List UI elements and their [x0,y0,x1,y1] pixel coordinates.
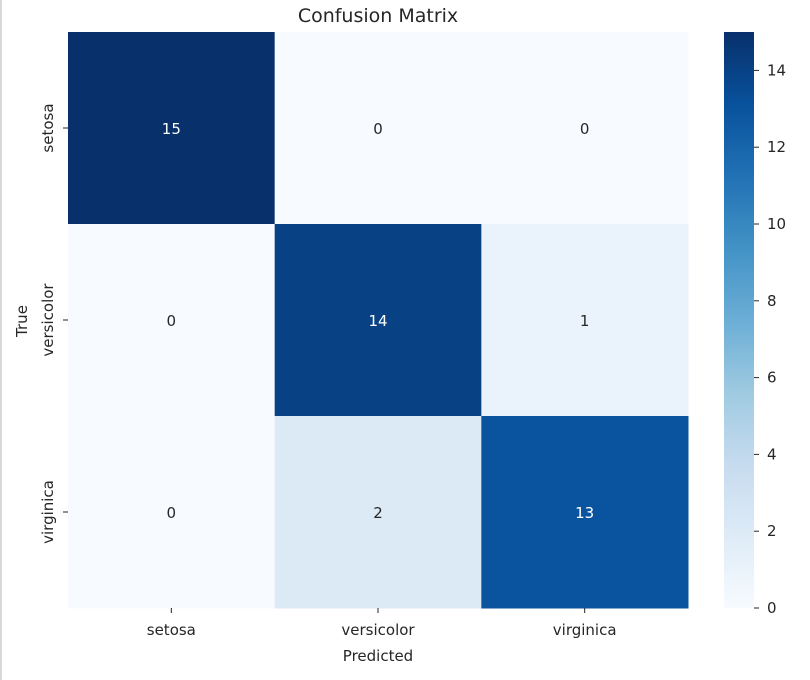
heatmap-cell [274,32,482,225]
heatmap-cell [481,416,689,609]
colorbar-tick-label: 0 [767,599,777,617]
colorbar-tick-label: 2 [767,522,777,540]
y-tick-label: virginica [39,480,57,544]
heatmap-cell [274,416,482,609]
colorbar-tick-label: 12 [767,138,786,156]
heatmap-cell [68,416,276,609]
colorbar [724,32,754,608]
y-axis-label: True [13,305,31,338]
x-tick-label: versicolor [341,621,415,639]
y-tick-label: versicolor [39,283,57,357]
heatmap-cell-labels: 15 0 0 0 14 1 0 2 13 [162,120,594,522]
chart-title: Confusion Matrix [298,5,458,27]
colorbar-tick-label: 8 [767,292,777,310]
colorbar-ticks: 0 2 4 6 8 10 12 14 [754,61,786,617]
heatmap-cells [68,32,689,609]
colorbar-tick-label: 4 [767,445,777,463]
frame-edge [0,0,2,680]
cell-value-label: 0 [373,120,383,138]
cell-value-label: 13 [575,504,594,522]
y-axis-ticks: setosa versicolor virginica [39,103,68,544]
x-axis-label: Predicted [343,647,413,665]
colorbar-tick-label: 10 [767,215,786,233]
heatmap-cell [481,224,689,417]
y-tick-label: setosa [39,103,57,152]
x-axis-ticks: setosa versicolor virginica [147,608,617,639]
heatmap-cell [481,32,689,225]
colorbar-tick-label: 14 [767,61,786,79]
heatmap-cell [274,224,482,417]
cell-value-label: 2 [373,504,383,522]
cell-value-label: 14 [368,312,387,330]
heatmap-cell [68,32,276,225]
cell-value-label: 0 [167,312,177,330]
x-tick-label: virginica [553,621,617,639]
heatmap-cell [68,224,276,417]
cell-value-label: 0 [167,504,177,522]
cell-value-label: 1 [580,312,590,330]
cell-value-label: 15 [162,120,181,138]
cell-value-label: 0 [580,120,590,138]
x-tick-label: setosa [147,621,196,639]
colorbar-tick-label: 6 [767,369,777,387]
